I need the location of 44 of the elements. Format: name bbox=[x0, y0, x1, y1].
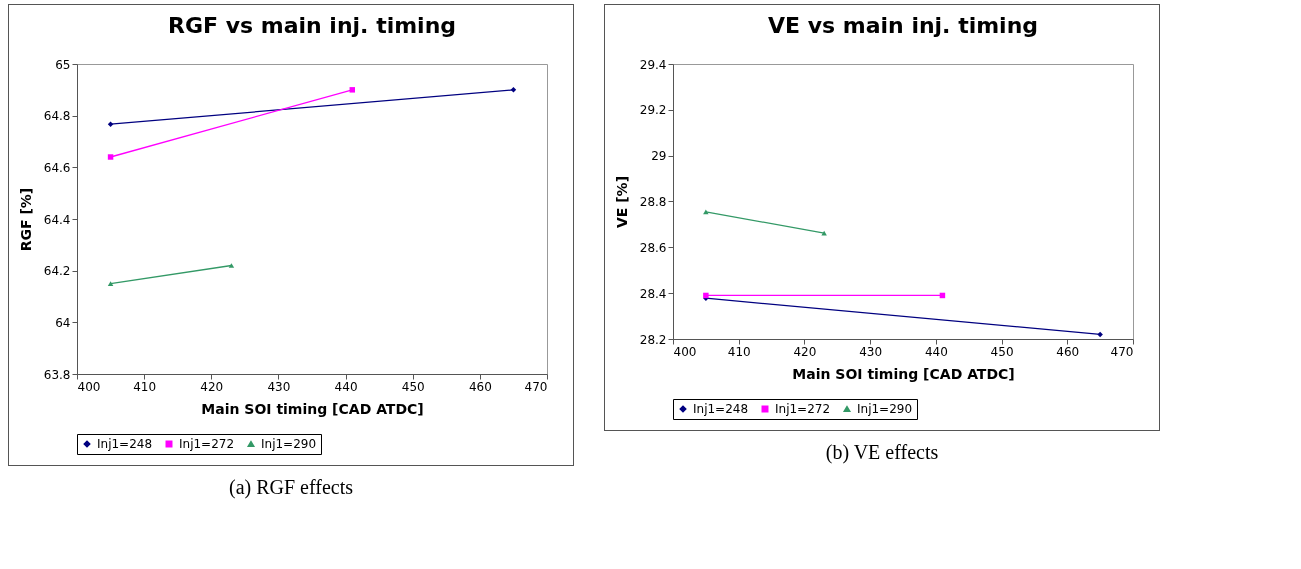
y-tick-label: 63.8 bbox=[43, 367, 71, 382]
x-tick-label: 470 bbox=[1110, 344, 1134, 359]
legend-label: Inj1=248 bbox=[97, 437, 153, 451]
legend-label: Inj1=272 bbox=[179, 437, 235, 451]
y-tick-label: 65 bbox=[55, 57, 71, 72]
x-tick-label: 460 bbox=[1056, 344, 1080, 359]
y-tick-label: 28.4 bbox=[639, 286, 667, 301]
x-tick-label: 400 bbox=[673, 344, 697, 359]
x-tick-label: 410 bbox=[727, 344, 751, 359]
chart-title: RGF vs main inj. timing bbox=[167, 13, 457, 38]
legend-label: Inj1=248 bbox=[693, 402, 749, 416]
y-axis-title: VE [%] bbox=[613, 175, 630, 229]
y-tick-label: 28.2 bbox=[639, 332, 667, 347]
legend-label: Inj1=272 bbox=[775, 402, 831, 416]
y-tick-label: 29.4 bbox=[639, 57, 667, 72]
y-tick-label: 64 bbox=[55, 315, 71, 330]
y-axis-title: RGF [%] bbox=[17, 187, 34, 252]
x-tick-label: 420 bbox=[793, 344, 817, 359]
x-tick-label: 400 bbox=[77, 379, 101, 394]
x-tick-label: 440 bbox=[924, 344, 948, 359]
y-tick-label: 29.2 bbox=[639, 103, 667, 118]
y-tick-label: 28.8 bbox=[639, 195, 667, 209]
x-tick-label: 410 bbox=[133, 379, 157, 394]
legend-label: Inj1=290 bbox=[857, 402, 913, 416]
x-tick-label: 430 bbox=[267, 379, 291, 394]
legend-label: Inj1=290 bbox=[261, 437, 317, 451]
text: (b) VE effects bbox=[825, 441, 939, 464]
y-tick-label: 28.6 bbox=[639, 240, 667, 255]
y-tick-label: 64.4 bbox=[43, 212, 71, 227]
x-tick-label: 440 bbox=[334, 379, 358, 394]
y-tick-label: 64.8 bbox=[43, 109, 71, 124]
x-tick-label: 450 bbox=[401, 379, 425, 394]
x-tick-label: 460 bbox=[468, 379, 492, 394]
text: (a) RGF effects bbox=[228, 476, 354, 499]
y-tick-label: 29 bbox=[651, 149, 667, 164]
chart-title: VE vs main inj. timing bbox=[767, 13, 1039, 38]
y-tick-label: 64.2 bbox=[43, 264, 71, 279]
x-axis-title: Main SOI timing [CAD ATDC] bbox=[792, 365, 1015, 382]
x-tick-label: 470 bbox=[524, 379, 548, 394]
x-axis-title: Main SOI timing [CAD ATDC] bbox=[201, 400, 424, 417]
x-tick-label: 420 bbox=[200, 379, 224, 394]
x-tick-label: 430 bbox=[859, 344, 883, 359]
y-tick-label: 64.6 bbox=[43, 160, 71, 175]
x-tick-label: 450 bbox=[990, 344, 1014, 359]
